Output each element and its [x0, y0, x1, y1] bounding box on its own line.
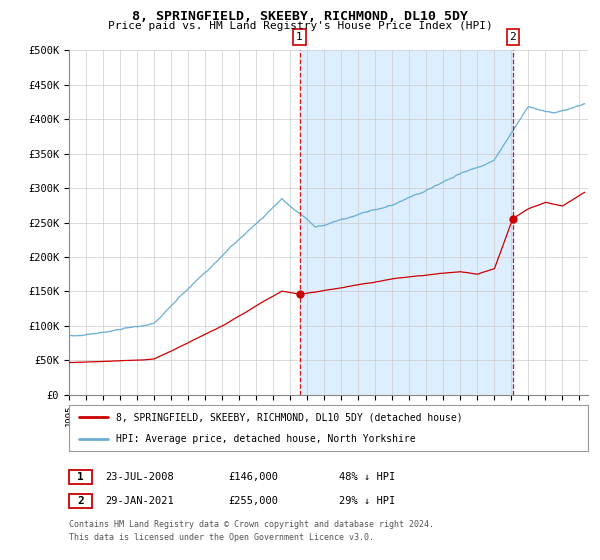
- Text: 29% ↓ HPI: 29% ↓ HPI: [339, 496, 395, 506]
- Text: 2: 2: [509, 32, 516, 42]
- Text: 48% ↓ HPI: 48% ↓ HPI: [339, 472, 395, 482]
- Text: 1: 1: [296, 32, 303, 42]
- Text: 2: 2: [77, 496, 84, 506]
- Text: £146,000: £146,000: [228, 472, 278, 482]
- Text: Price paid vs. HM Land Registry's House Price Index (HPI): Price paid vs. HM Land Registry's House …: [107, 21, 493, 31]
- Text: 23-JUL-2008: 23-JUL-2008: [105, 472, 174, 482]
- Text: 8, SPRINGFIELD, SKEEBY, RICHMOND, DL10 5DY (detached house): 8, SPRINGFIELD, SKEEBY, RICHMOND, DL10 5…: [116, 412, 463, 422]
- Text: £255,000: £255,000: [228, 496, 278, 506]
- Text: 29-JAN-2021: 29-JAN-2021: [105, 496, 174, 506]
- Text: 8, SPRINGFIELD, SKEEBY, RICHMOND, DL10 5DY: 8, SPRINGFIELD, SKEEBY, RICHMOND, DL10 5…: [132, 10, 468, 23]
- Text: Contains HM Land Registry data © Crown copyright and database right 2024.: Contains HM Land Registry data © Crown c…: [69, 520, 434, 529]
- Text: HPI: Average price, detached house, North Yorkshire: HPI: Average price, detached house, Nort…: [116, 435, 415, 444]
- Text: This data is licensed under the Open Government Licence v3.0.: This data is licensed under the Open Gov…: [69, 533, 374, 542]
- Text: 1: 1: [77, 472, 84, 482]
- Bar: [299, 50, 513, 395]
